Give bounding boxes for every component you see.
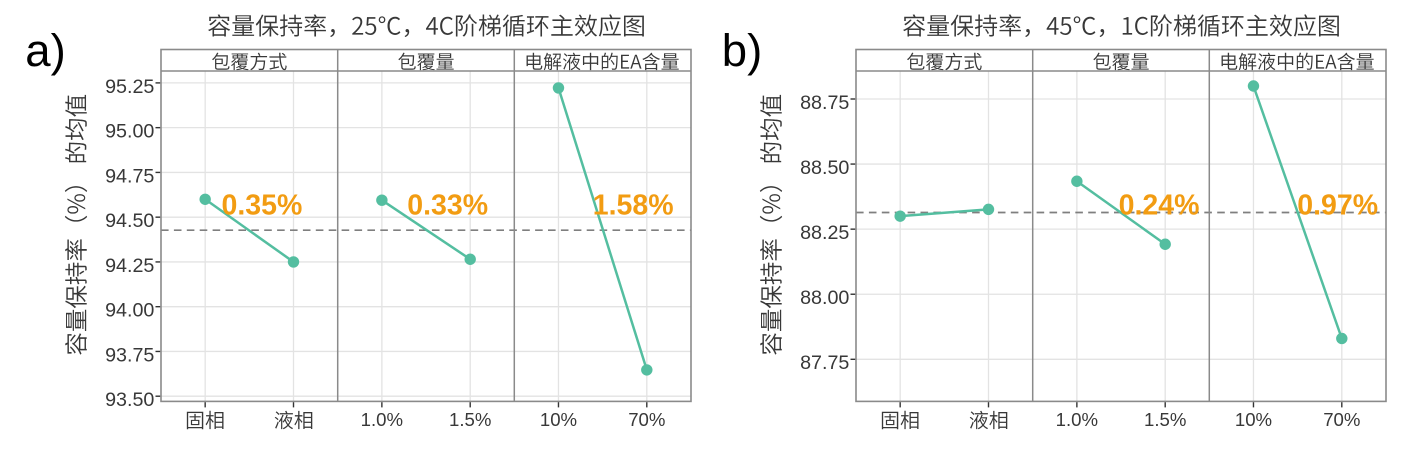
svg-text:1.0%: 1.0% — [361, 409, 403, 430]
svg-text:94.75: 94.75 — [105, 165, 154, 187]
svg-text:93.50: 93.50 — [105, 389, 154, 411]
svg-text:95.00: 95.00 — [105, 121, 154, 143]
svg-text:94.25: 94.25 — [105, 255, 154, 277]
svg-text:94.50: 94.50 — [105, 210, 154, 232]
svg-text:b): b) — [722, 25, 762, 76]
svg-text:94.00: 94.00 — [105, 300, 154, 322]
svg-text:1.0%: 1.0% — [1056, 409, 1098, 430]
svg-text:10%: 10% — [1235, 409, 1272, 430]
svg-text:70%: 70% — [628, 409, 665, 430]
svg-text:0.33%: 0.33% — [407, 190, 488, 222]
svg-text:70%: 70% — [1323, 409, 1360, 430]
svg-text:87.75: 87.75 — [800, 352, 849, 374]
svg-text:a): a) — [25, 25, 65, 76]
svg-text:1.58%: 1.58% — [593, 190, 674, 222]
svg-text:93.75: 93.75 — [105, 344, 154, 366]
svg-text:0.97%: 0.97% — [1297, 190, 1378, 222]
svg-text:0.35%: 0.35% — [221, 190, 302, 222]
svg-text:0.24%: 0.24% — [1119, 190, 1200, 222]
svg-text:88.25: 88.25 — [800, 222, 849, 244]
svg-text:10%: 10% — [540, 409, 577, 430]
svg-text:1.5%: 1.5% — [1144, 409, 1186, 430]
svg-text:88.75: 88.75 — [800, 92, 849, 114]
svg-text:1.5%: 1.5% — [449, 409, 491, 430]
svg-text:88.00: 88.00 — [800, 287, 849, 309]
svg-text:88.50: 88.50 — [800, 157, 849, 179]
svg-text:95.25: 95.25 — [105, 76, 154, 98]
